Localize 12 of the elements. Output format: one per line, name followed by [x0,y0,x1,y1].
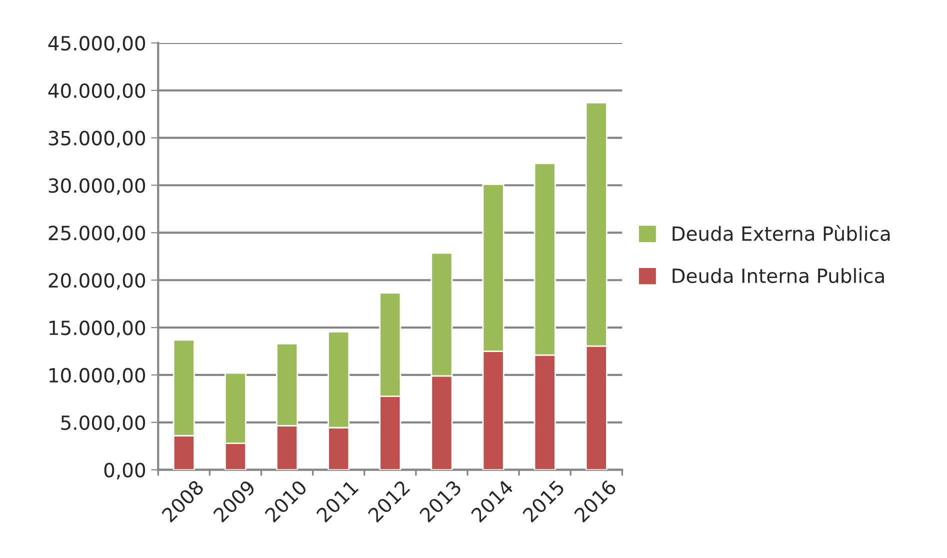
y-tick-label: 20.000,00 [48,273,146,290]
y-tick-label: 5.000,00 [61,415,146,432]
y-tick-label: 40.000,00 [48,83,146,100]
y-tick-label: 10.000,00 [50,368,146,385]
y-tick-label: 30.000,00 [48,178,146,195]
y-tick-label: 0,00 [104,462,146,480]
y-tick-label: 15.000,00 [50,320,146,338]
y-tick-label: 35.000,00 [48,130,146,148]
y-tick-label: 25.000,00 [48,226,146,242]
y-tick-label: 45.000,00 [48,36,146,53]
legend-label: Deuda Interna Publica [672,268,884,284]
legend-label: Deuda Externa Pùblica [672,225,890,241]
